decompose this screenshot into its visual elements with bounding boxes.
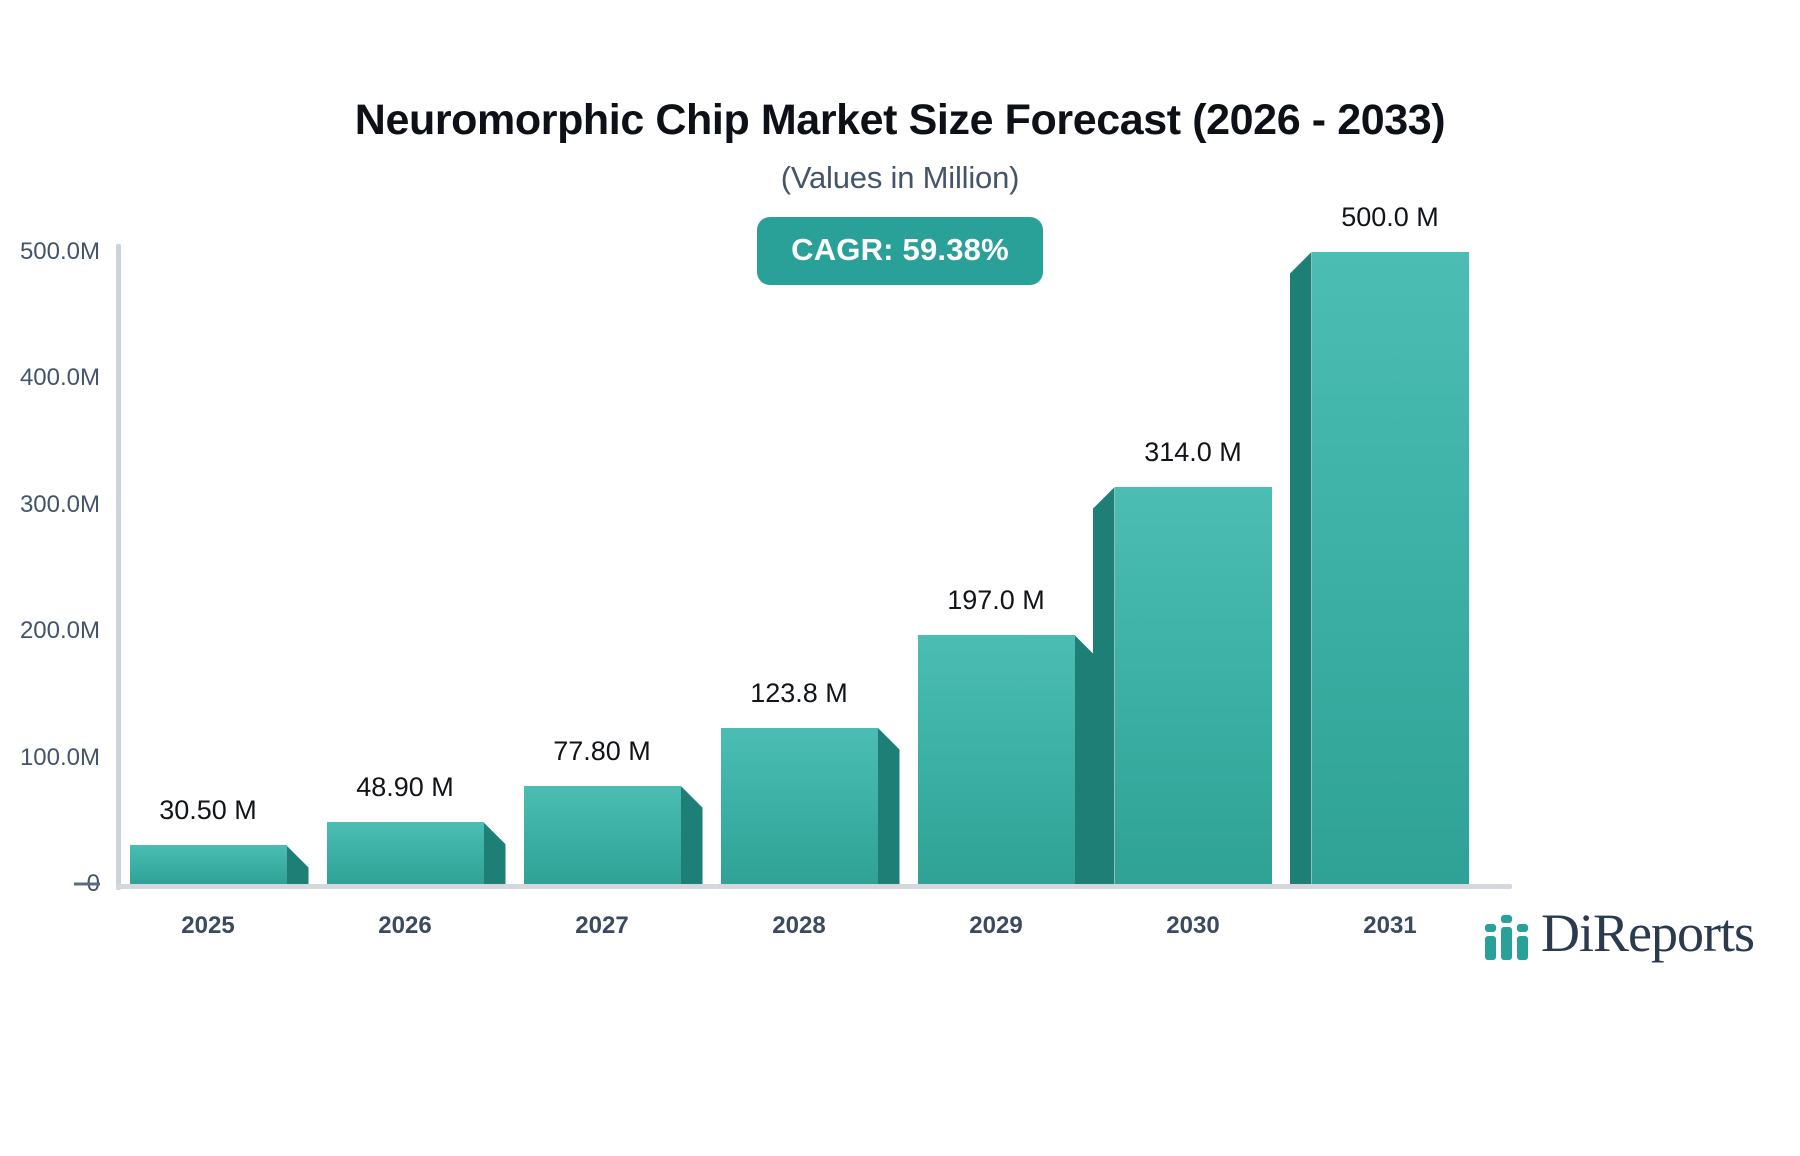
logo: DiReports <box>1483 903 1755 963</box>
bar[interactable] <box>523 785 703 884</box>
x-axis-line <box>116 884 1512 889</box>
x-axis-tick-label: 2028 <box>772 912 826 939</box>
bar[interactable] <box>720 727 900 884</box>
bar[interactable] <box>129 845 309 884</box>
bar-front-face <box>1114 487 1272 884</box>
bar-front-face <box>720 727 878 884</box>
y-axis-tick-label: 400.0M <box>19 364 100 392</box>
logo-text: DiReports <box>1541 903 1755 963</box>
bar-chart-icon <box>1485 915 1528 960</box>
bar-value-label: 314.0 M <box>1144 437 1242 468</box>
chart-header: Neuromorphic Chip Market Size Forecast (… <box>0 0 1800 196</box>
x-axis-tick-label: 2029 <box>969 912 1023 939</box>
bar-value-label: 197.0 M <box>947 584 1045 615</box>
bar-side-face <box>483 822 506 884</box>
y-axis-tick-label: 200.0M <box>19 617 100 645</box>
bar[interactable] <box>1289 252 1469 884</box>
x-axis-tick-label: 2026 <box>378 912 432 939</box>
bar-side-face <box>680 785 703 884</box>
chart-subtitle: (Values in Million) <box>780 160 1020 196</box>
bar-front-face <box>1311 252 1469 884</box>
page-title: Neuromorphic Chip Market Size Forecast (… <box>354 96 1446 144</box>
status-badge: CAGR: 59.38% <box>757 217 1043 286</box>
y-axis-tick-label: 300.0M <box>19 490 100 518</box>
bar-value-label: 30.50 M <box>159 795 257 826</box>
bar-value-label: 77.80 M <box>553 735 651 766</box>
bar-front-face <box>917 635 1075 884</box>
y-axis-line <box>116 244 121 890</box>
bar-side-face <box>877 727 900 884</box>
bar-front-face <box>326 822 484 884</box>
bar-value-label: 123.8 M <box>750 677 848 708</box>
x-axis-tick-label: 2031 <box>1363 912 1417 939</box>
x-axis-tick-label: 2030 <box>1166 912 1220 939</box>
bar-side-face <box>1289 252 1312 884</box>
bar[interactable] <box>917 635 1097 884</box>
bar-front-face <box>129 845 287 884</box>
bar-side-face <box>1074 635 1097 884</box>
bar-value-label: 48.90 M <box>356 772 454 803</box>
bar[interactable] <box>1092 487 1272 884</box>
y-axis-tick-label: 0 <box>86 870 100 897</box>
y-axis-tick-mark <box>74 882 100 886</box>
bar-side-face <box>1092 487 1115 884</box>
cagr-badge-container: CAGR: 59.38% <box>0 217 1800 286</box>
x-axis-tick-label: 2025 <box>181 912 235 939</box>
x-axis-tick-label: 2027 <box>575 912 629 939</box>
bar-front-face <box>523 785 681 884</box>
bar-side-face <box>286 845 309 884</box>
bar[interactable] <box>326 822 506 884</box>
y-axis-tick-label: 100.0M <box>19 743 100 771</box>
